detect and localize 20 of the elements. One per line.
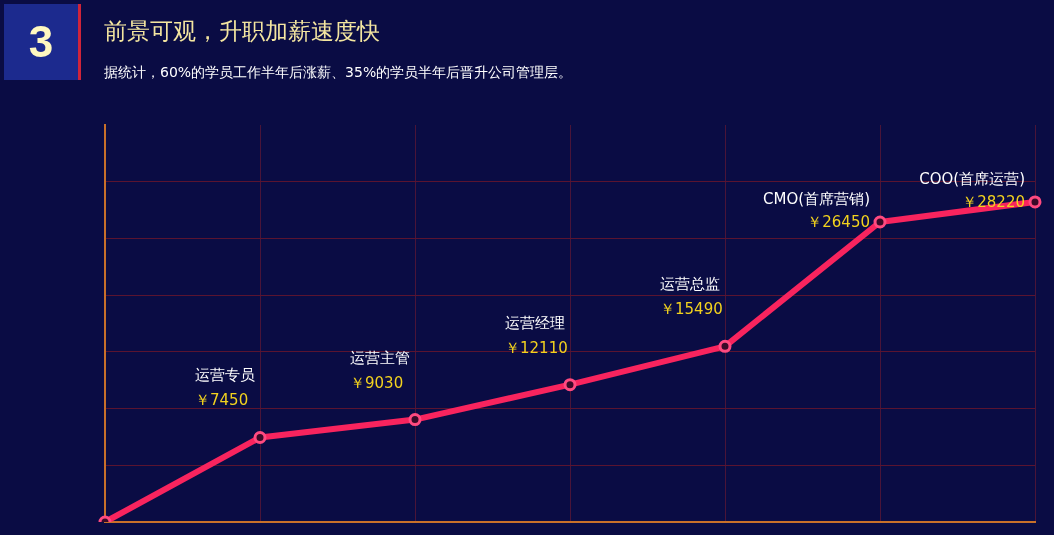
text: 3 — [4, 4, 81, 80]
x-tick-label: 运营总监 — [660, 275, 720, 294]
chart-title: 前景可观，升职加薪速度快 — [104, 17, 380, 46]
x-tick-label: 运营专员 — [195, 366, 255, 385]
x-tick-label: 运营经理 — [505, 313, 565, 332]
point — [408, 413, 422, 427]
chart-subtitle: 据统计，60%的学员工作半年后涨薪、35%的学员半年后晋升公司管理层。 — [104, 64, 573, 82]
x-tick-label: CMO(首席营销) — [763, 189, 871, 208]
data-label: ￥7450 — [195, 391, 249, 410]
point — [1028, 195, 1042, 209]
x-tick-label: COO(首席运营) — [919, 169, 1026, 188]
point — [718, 339, 732, 353]
data-label: ￥15490 — [660, 300, 723, 319]
data-label: ￥9030 — [350, 373, 404, 392]
x-tick-label: 运营主管 — [350, 348, 410, 367]
data-label: ￥26450 — [807, 212, 870, 231]
point — [873, 215, 887, 229]
point — [563, 378, 577, 392]
point — [253, 431, 267, 444]
data-label: ￥12110 — [505, 338, 568, 357]
